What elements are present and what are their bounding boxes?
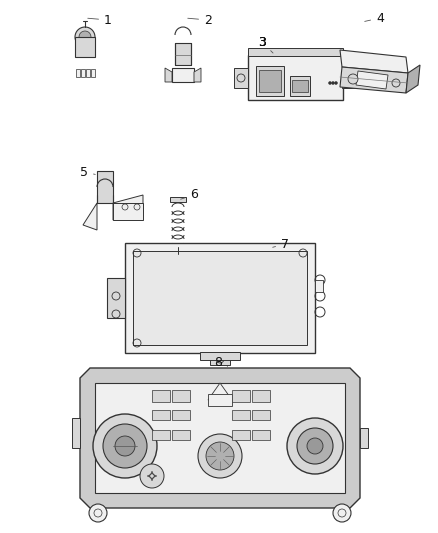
Bar (152, 430, 170, 440)
Bar (252, 410, 270, 420)
Bar (252, 430, 270, 440)
Text: 6: 6 (180, 189, 198, 201)
Polygon shape (80, 368, 360, 508)
Bar (97, 171, 113, 203)
Bar (175, 43, 191, 65)
Circle shape (89, 504, 107, 522)
Bar (248, 55, 343, 100)
Bar (76, 69, 80, 77)
Text: 3: 3 (258, 36, 273, 53)
Bar (125, 243, 315, 353)
Bar (315, 280, 323, 292)
Text: 8: 8 (214, 356, 227, 368)
Bar (342, 68, 356, 88)
Bar (208, 394, 232, 406)
Circle shape (335, 82, 338, 85)
Bar (248, 48, 343, 56)
Bar (75, 37, 95, 57)
Polygon shape (356, 71, 388, 89)
Bar (232, 430, 250, 440)
Bar (170, 197, 186, 202)
Bar (86, 69, 90, 77)
Polygon shape (406, 65, 420, 93)
Circle shape (79, 31, 91, 43)
Bar (256, 66, 284, 96)
Circle shape (198, 434, 242, 478)
Bar (210, 353, 230, 365)
Circle shape (75, 27, 95, 47)
Bar (107, 278, 125, 318)
Polygon shape (340, 67, 408, 93)
Polygon shape (113, 195, 143, 220)
Bar (360, 428, 368, 448)
Circle shape (333, 504, 351, 522)
Circle shape (328, 82, 332, 85)
Bar (234, 68, 248, 88)
Circle shape (287, 418, 343, 474)
Text: 7: 7 (273, 238, 289, 251)
Bar (81, 69, 85, 77)
Circle shape (332, 82, 335, 85)
Circle shape (392, 79, 400, 87)
Bar (290, 76, 310, 96)
Polygon shape (208, 383, 232, 400)
Bar (113, 203, 143, 220)
Text: 3: 3 (258, 36, 266, 49)
Circle shape (348, 74, 358, 84)
Circle shape (297, 428, 333, 464)
Polygon shape (194, 68, 201, 82)
Polygon shape (340, 50, 408, 73)
Circle shape (103, 424, 147, 468)
Text: 2: 2 (188, 13, 212, 27)
Bar (232, 410, 250, 420)
Bar (200, 352, 240, 360)
Bar (172, 410, 190, 420)
Text: 1: 1 (88, 13, 112, 27)
Circle shape (206, 442, 234, 470)
Bar (91, 69, 95, 77)
Bar (95, 383, 345, 493)
Circle shape (115, 436, 135, 456)
Text: 4: 4 (365, 12, 384, 25)
Bar (172, 430, 190, 440)
Bar (259, 70, 281, 92)
Bar (152, 390, 170, 402)
Circle shape (307, 438, 323, 454)
Bar (72, 418, 80, 448)
Circle shape (93, 414, 157, 478)
Text: 3: 3 (258, 36, 266, 49)
Bar (172, 68, 194, 82)
Polygon shape (165, 68, 172, 82)
Bar (172, 390, 190, 402)
Bar (232, 390, 250, 402)
Bar (292, 80, 308, 92)
Bar (152, 410, 170, 420)
Circle shape (140, 464, 164, 488)
Bar (252, 390, 270, 402)
Bar (133, 251, 307, 345)
Polygon shape (83, 203, 97, 230)
Text: 5: 5 (80, 166, 95, 179)
